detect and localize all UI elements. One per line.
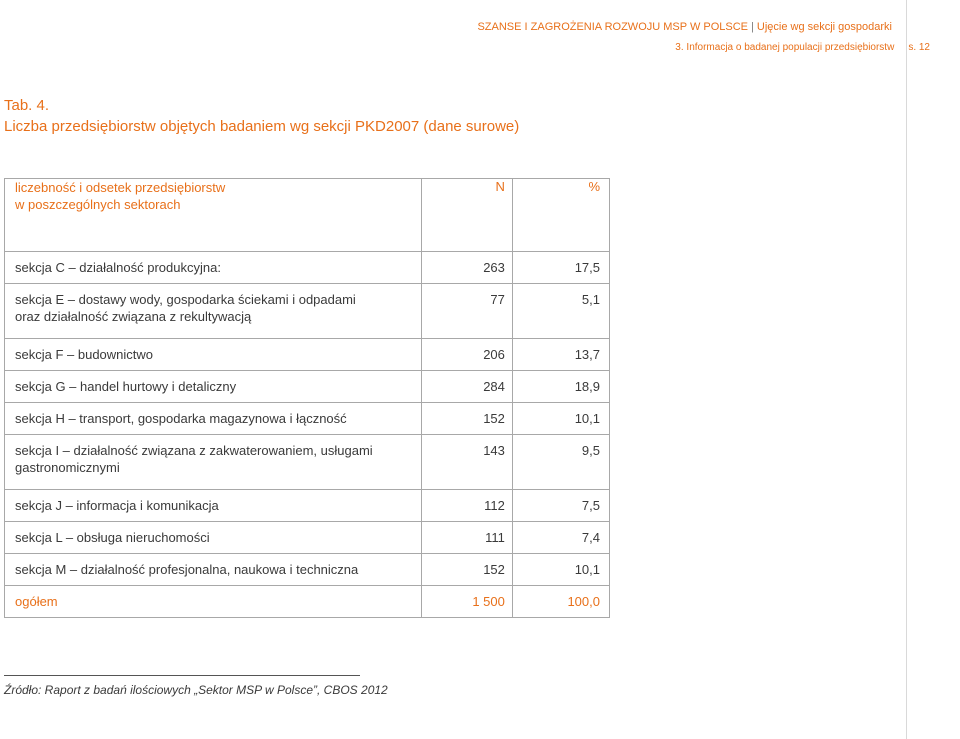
table-row: sekcja C – działalność produkcyjna: 263 … xyxy=(3,251,611,284)
table-row: sekcja E – dostawy wody, gospodarka ście… xyxy=(3,283,611,339)
row-label: sekcja I – działalność związana z zakwat… xyxy=(3,434,423,490)
row-n: 284 xyxy=(421,370,513,403)
row-pct: 18,9 xyxy=(511,370,611,403)
table-row: sekcja J – informacja i komunikacja 112 … xyxy=(3,489,611,522)
row-label: sekcja F – budownictwo xyxy=(3,338,423,371)
row-label-line1: sekcja E – dostawy wody, gospodarka ście… xyxy=(15,292,356,307)
header-label-cell: liczebność i odsetek przedsiębiorstw w p… xyxy=(3,178,423,252)
running-header: SZANSE I ZAGROŻENIA ROZWOJU MSP W POLSCE… xyxy=(477,21,892,33)
chapter-title: 3. Informacja o badanej populacji przeds… xyxy=(675,42,895,53)
row-label: sekcja H – transport, gospodarka magazyn… xyxy=(3,402,423,435)
row-label: sekcja G – handel hurtowy i detaliczny xyxy=(3,370,423,403)
header-label-line2: w poszczególnych sektorach xyxy=(15,197,181,212)
table-total-row: ogółem 1 500 100,0 xyxy=(3,585,611,618)
header-separator: | xyxy=(751,21,754,33)
row-n: 152 xyxy=(421,553,513,586)
margin-divider xyxy=(906,0,907,739)
row-label-line1: sekcja H – transport, gospodarka magazyn… xyxy=(15,411,347,426)
row-pct: 5,1 xyxy=(511,283,611,339)
row-n: 152 xyxy=(421,402,513,435)
row-label: sekcja M – działalność profesjonalna, na… xyxy=(3,553,423,586)
row-pct: 10,1 xyxy=(511,402,611,435)
row-pct: 7,4 xyxy=(511,521,611,554)
row-n: 263 xyxy=(421,251,513,284)
table-row: sekcja F – budownictwo 206 13,7 xyxy=(3,338,611,371)
header-pct: % xyxy=(511,178,611,252)
table-row: sekcja H – transport, gospodarka magazyn… xyxy=(3,402,611,435)
total-pct: 100,0 xyxy=(511,585,611,618)
table-row: sekcja G – handel hurtowy i detaliczny 2… xyxy=(3,370,611,403)
row-n: 112 xyxy=(421,489,513,522)
table-title: Liczba przedsiębiorstw objętych badaniem… xyxy=(4,118,520,135)
row-label-line2: gastronomicznymi xyxy=(15,460,120,475)
row-pct: 10,1 xyxy=(511,553,611,586)
row-label-line2: oraz działalność związana z rekultywacją xyxy=(15,309,252,324)
table-header-row: liczebność i odsetek przedsiębiorstw w p… xyxy=(3,178,611,252)
row-label-line1: sekcja I – działalność związana z zakwat… xyxy=(15,443,373,458)
page-number: s. 12 xyxy=(908,42,930,53)
header-n: N xyxy=(421,178,513,252)
row-label-line1: sekcja J – informacja i komunikacja xyxy=(15,498,219,513)
row-pct: 13,7 xyxy=(511,338,611,371)
row-label-line1: sekcja G – handel hurtowy i detaliczny xyxy=(15,379,237,394)
sector-table: liczebność i odsetek przedsiębiorstw w p… xyxy=(3,178,611,618)
total-label: ogółem xyxy=(3,585,423,618)
row-pct: 17,5 xyxy=(511,251,611,284)
table-number: Tab. 4. xyxy=(4,97,50,114)
table-row: sekcja L – obsługa nieruchomości 111 7,4 xyxy=(3,521,611,554)
row-n: 111 xyxy=(421,521,513,554)
row-label-line1: sekcja M – działalność profesjonalna, na… xyxy=(15,562,359,577)
document-title: SZANSE I ZAGROŻENIA ROZWOJU MSP W POLSCE xyxy=(477,21,749,33)
row-label-line1: sekcja C – działalność produkcyjna: xyxy=(15,260,221,275)
running-subheader: 3. Informacja o badanej populacji przeds… xyxy=(675,42,930,53)
row-n: 206 xyxy=(421,338,513,371)
row-n: 77 xyxy=(421,283,513,339)
row-n: 143 xyxy=(421,434,513,490)
source-note: Źródło: Raport z badań ilościowych „Sekt… xyxy=(4,683,388,697)
table-row: sekcja I – działalność związana z zakwat… xyxy=(3,434,611,490)
row-label-line1: sekcja F – budownictwo xyxy=(15,347,154,362)
row-label: sekcja E – dostawy wody, gospodarka ście… xyxy=(3,283,423,339)
row-label: sekcja C – działalność produkcyjna: xyxy=(3,251,423,284)
table-row: sekcja M – działalność profesjonalna, na… xyxy=(3,553,611,586)
row-pct: 9,5 xyxy=(511,434,611,490)
row-pct: 7,5 xyxy=(511,489,611,522)
row-label: sekcja L – obsługa nieruchomości xyxy=(3,521,423,554)
row-label-line1: sekcja L – obsługa nieruchomości xyxy=(15,530,210,545)
section-title: Ujęcie wg sekcji gospodarki xyxy=(756,21,892,33)
header-label-line1: liczebność i odsetek przedsiębiorstw xyxy=(15,180,226,195)
row-label: sekcja J – informacja i komunikacja xyxy=(3,489,423,522)
total-n: 1 500 xyxy=(421,585,513,618)
footnote-rule xyxy=(4,675,360,676)
